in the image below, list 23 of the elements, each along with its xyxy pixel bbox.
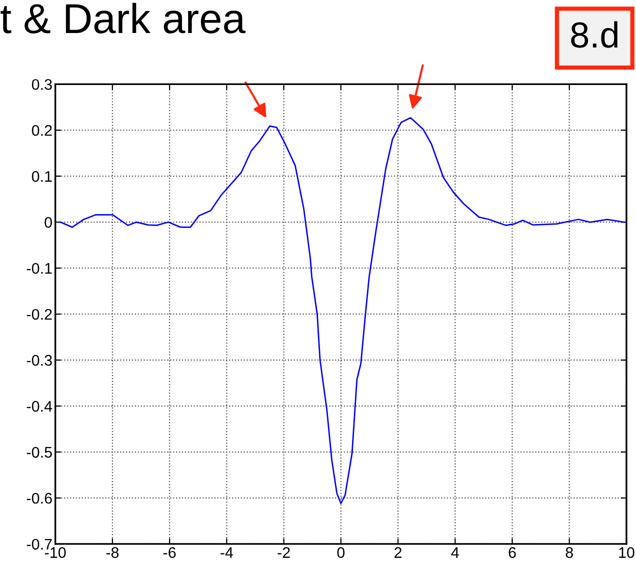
x-tick-label: -4 bbox=[220, 547, 234, 558]
line-series bbox=[60, 117, 625, 504]
x-tick-label: 8 bbox=[566, 547, 573, 558]
x-tick-label: 10 bbox=[619, 547, 634, 558]
y-tick-label: 0 bbox=[44, 217, 52, 228]
y-tick-label: -0.6 bbox=[26, 492, 52, 504]
y-tick-label: -0.3 bbox=[26, 354, 52, 366]
chart-title: t & Dark area bbox=[0, 2, 246, 34]
x-tick-label: -2 bbox=[278, 547, 290, 558]
text: 8.d bbox=[571, 21, 618, 48]
x-tick-label: -8 bbox=[106, 547, 119, 558]
y-tick-label: -0.1 bbox=[26, 262, 52, 274]
y-tick-label: -0.5 bbox=[26, 446, 52, 458]
y-tick-label: -0.4 bbox=[26, 400, 52, 412]
x-tick-label: 6 bbox=[508, 547, 516, 558]
x-tick-label: 4 bbox=[451, 547, 459, 558]
y-tick-label: -0.2 bbox=[26, 308, 52, 320]
x-tick-label: 0 bbox=[337, 547, 345, 558]
x-tick-label: 2 bbox=[394, 547, 402, 558]
y-tick-label: 0.2 bbox=[32, 125, 52, 136]
x-tick-label: -6 bbox=[163, 547, 176, 558]
y-tick-label: 0.1 bbox=[32, 171, 52, 182]
y-tick-label: 0.3 bbox=[32, 79, 52, 90]
